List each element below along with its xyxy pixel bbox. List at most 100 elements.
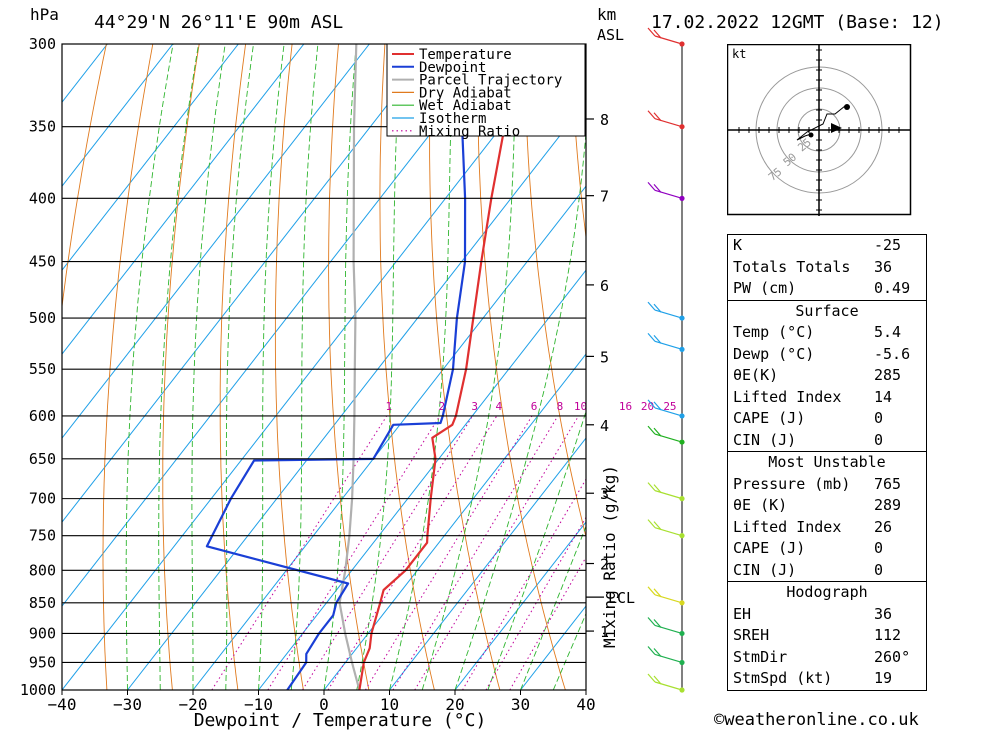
hodo-label: StmDir <box>733 647 788 666</box>
mu-value: 765 <box>874 474 902 493</box>
pressure-tick-label: 400 <box>29 189 56 207</box>
km-tick-label: 7 <box>600 188 609 206</box>
pressure-tick-label: 850 <box>29 594 56 612</box>
wet-adiabat-line <box>225 44 254 690</box>
x-tick-label: 40 <box>576 695 595 714</box>
mixing-ratio-label: 25 <box>663 400 676 413</box>
pressure-tick-label: 700 <box>29 490 56 508</box>
dry-adiabat-line <box>379 44 435 690</box>
stats-panel: K -25 Totals Totals 36 PW (cm) 0.49 Surface… <box>727 234 927 691</box>
surface-label: θE(K) <box>733 366 779 384</box>
mixing-ratio-label: 6 <box>531 400 538 413</box>
totals-totals-label: Totals Totals <box>733 257 851 276</box>
mu-value: 26 <box>874 517 893 536</box>
legend-label: Dewpoint <box>419 60 486 76</box>
wind-level-dot <box>679 439 685 445</box>
mixing-ratio-line <box>211 415 388 690</box>
copyright-footer[interactable]: ©weatheronline.co.uk <box>714 710 919 730</box>
mixing-ratio-label: 16 <box>619 400 632 413</box>
surface-box: Surface Temp (°C) 5.4 Dewp (°C) -5.6 θE(K)… <box>727 300 927 452</box>
x-tick-label: 0 <box>319 695 329 714</box>
isotherm-line <box>62 44 436 523</box>
hodograph-trace <box>796 105 846 141</box>
isotherm-line <box>62 44 501 607</box>
mixing-ratio-line <box>414 415 580 690</box>
hodograph-top-dot <box>844 104 850 110</box>
mixing-ratio-label: 3 <box>471 400 478 413</box>
isotherm-line <box>323 353 586 690</box>
isotherm-line <box>62 44 305 355</box>
x-tick-label: 20 <box>445 695 464 714</box>
pressure-tick-label: 550 <box>29 360 56 378</box>
km-tick-label: 8 <box>600 111 609 129</box>
isotherm-line <box>62 44 567 690</box>
km-tick-label: 6 <box>600 277 609 295</box>
sounding-datetime: 17.02.2022 12GMT (Base: 12) <box>651 12 944 33</box>
pressure-tick-label: 300 <box>29 35 56 53</box>
surface-value: 285 <box>874 366 902 384</box>
k-index-value: -25 <box>874 236 902 254</box>
mu-value: 289 <box>874 496 902 514</box>
wind-level-dot <box>679 195 685 201</box>
dry-adiabat-line <box>274 44 304 690</box>
wind-barb <box>647 425 685 445</box>
mixing-ratio-label: 2 <box>439 400 446 413</box>
wind-level-dot <box>679 630 685 637</box>
wind-level-dot <box>679 659 685 666</box>
x-axis-label: Dewpoint / Temperature (°C) <box>194 710 487 731</box>
pressure-tick-label: 500 <box>29 309 56 327</box>
wet-adiabat-line <box>158 44 200 690</box>
pressure-tick-label: 800 <box>29 561 56 579</box>
wind-level-dot <box>679 496 685 502</box>
totals-totals-value: 36 <box>874 257 893 276</box>
x-tick-label: −20 <box>179 695 208 714</box>
wind-barb <box>647 586 685 606</box>
hpa-unit-label: hPa <box>30 5 59 24</box>
surface-label: Lifted Index <box>733 387 842 406</box>
legend-label: Wet Adiabat <box>419 98 512 114</box>
legend-label: Dry Adiabat <box>419 85 512 101</box>
mixing-ratio-axis-label: Mixing Ratio (g/kg) <box>600 465 619 648</box>
lcl-label: LCL <box>608 589 635 607</box>
mu-label: θE (K) <box>733 496 788 514</box>
pressure-tick-label: 450 <box>29 253 56 271</box>
temperature-line <box>358 44 522 690</box>
pressure-tick-label: 750 <box>29 527 56 545</box>
km-tick-label: 1 <box>600 623 609 641</box>
wet-adiabat-line <box>487 410 586 690</box>
km-tick-label: 3 <box>600 485 609 503</box>
surface-label: CIN (J) <box>733 430 797 449</box>
x-tick-label: −30 <box>113 695 142 714</box>
dry-adiabat-line <box>102 44 154 690</box>
wind-barb <box>647 646 685 666</box>
x-tick-label: −40 <box>48 695 77 714</box>
isotherm-line <box>62 44 174 187</box>
pressure-tick-label: 1000 <box>20 681 56 699</box>
wind-level-dot <box>679 687 685 693</box>
wet-adiabat-line <box>191 44 226 690</box>
wet-adiabat-line <box>356 44 402 690</box>
isotherm-line <box>258 269 586 690</box>
wind-level-dot <box>679 124 685 130</box>
wind-barb <box>647 332 685 352</box>
wind-barb <box>647 482 685 502</box>
wet-adiabat-line <box>290 44 319 690</box>
wind-barb <box>647 399 685 419</box>
legend-label: Isotherm <box>419 111 486 127</box>
mu-value: 0 <box>874 539 884 557</box>
station-location: 44°29'N 26°11'E 90m ASL <box>94 12 344 33</box>
wet-adiabat-line <box>323 44 357 690</box>
wet-adiabat-line <box>125 44 174 690</box>
hodo-value: 36 <box>874 604 893 623</box>
wind-barb <box>647 27 685 47</box>
isotherm-line <box>192 185 586 690</box>
hodo-value: 260° <box>874 647 911 666</box>
mixing-ratio-line <box>267 415 441 690</box>
legend-label: Parcel Trajectory <box>419 73 562 89</box>
wet-adiabat-line <box>258 44 285 690</box>
mixing-ratio-line <box>392 415 559 690</box>
wind-barb <box>647 673 685 693</box>
